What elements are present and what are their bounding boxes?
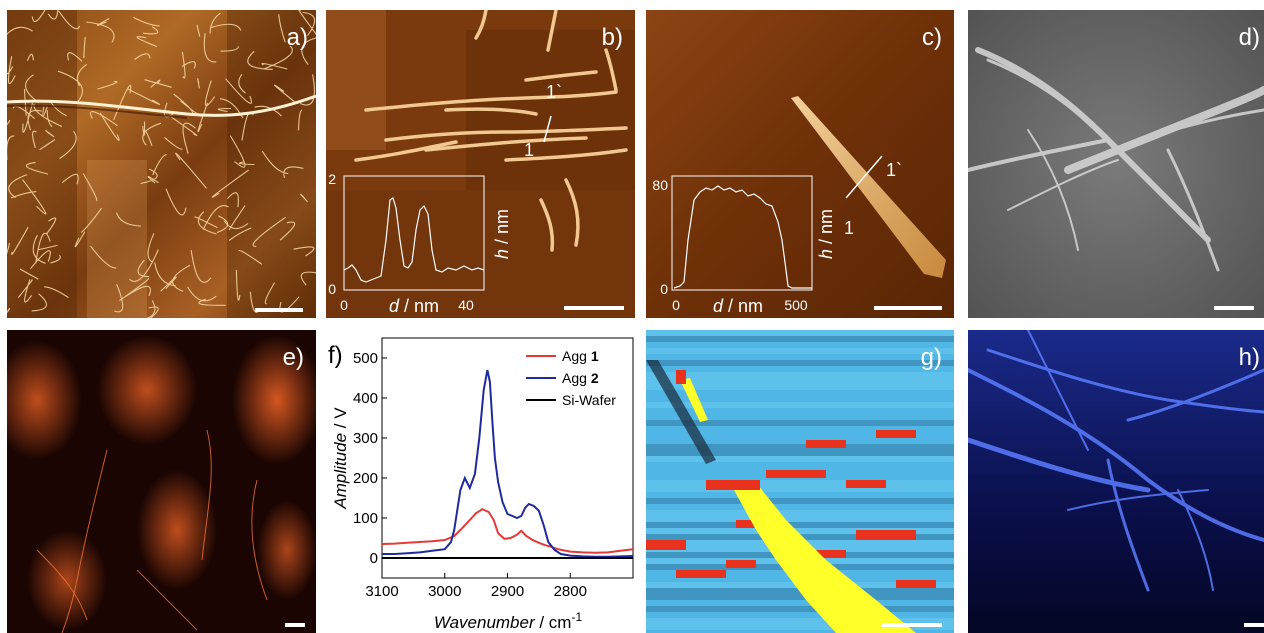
inset-xlabel: d / nm — [389, 296, 439, 316]
inset-ytick: 80 — [652, 177, 668, 193]
afm-fibers-image — [326, 10, 635, 318]
amplitude-spectrum-chart: 0 100 200 300 400 500 3100 3000 2900 2800 Agg 1 A… — [331, 337, 634, 632]
panel-b-label: b) — [601, 24, 623, 51]
panel-c-label: c) — [922, 24, 942, 51]
scale-bar — [1214, 306, 1254, 310]
profile-line — [673, 185, 812, 289]
panel-f-chart: 0 100 200 300 400 500 3100 3000 2900 2800 Agg 1 A… — [326, 330, 635, 633]
inset-ylabel: h / nm — [816, 209, 836, 259]
legend-label: Agg 1 — [562, 348, 599, 364]
inset-xlabel: d / nm — [713, 296, 763, 316]
y-tick-label: 0 — [370, 550, 378, 567]
scale-bar — [874, 306, 942, 310]
scale-bar — [882, 623, 942, 627]
x-tick-label: 2800 — [554, 583, 587, 600]
blue-fluorescence-image — [968, 330, 1264, 633]
marker-1-prime: 1` — [546, 82, 563, 102]
panel-d-label: d) — [1238, 24, 1260, 51]
x-tick-label: 2900 — [491, 583, 524, 600]
spectral-map-image — [646, 330, 954, 633]
panel-g-label: g) — [920, 344, 942, 371]
y-tick-label: 300 — [353, 430, 378, 447]
profile-line — [343, 197, 485, 283]
series-line — [382, 369, 634, 558]
scale-bar — [255, 308, 303, 312]
panel-h-fluorescence-image: h) — [968, 330, 1264, 633]
scale-bar — [1244, 623, 1264, 627]
panel-b-afm-image: b) 1` 1 2 0 0 40 d / nm h / nm — [326, 10, 635, 318]
height-profile-inset: 2 0 0 40 d / nm h / nm — [328, 171, 512, 316]
inset-xtick: 0 — [672, 297, 680, 313]
legend-label: Agg 2 — [562, 370, 599, 386]
y-tick-label: 500 — [353, 350, 378, 367]
panel-e-label: e) — [282, 344, 304, 371]
sem-fibers-image — [968, 10, 1264, 318]
inset-ytick: 0 — [328, 281, 336, 297]
inset-xtick: 500 — [784, 297, 808, 313]
panel-e-fluorescence-image: e) — [7, 330, 316, 633]
inset-ytick: 2 — [328, 171, 336, 187]
y-axis-label: Amplitude / V — [331, 407, 350, 510]
ribbon-fiber — [791, 96, 946, 278]
inset-ylabel: h / nm — [492, 209, 512, 259]
x-tick-label: 3100 — [365, 583, 398, 600]
panel-f-label: f) — [328, 342, 343, 369]
afm-overview-image — [7, 10, 316, 318]
panel-a-label: a) — [286, 24, 308, 51]
inset-xtick: 0 — [340, 297, 348, 313]
panel-d-sem-image: d) — [968, 10, 1264, 318]
x-tick-label: 3000 — [428, 583, 461, 600]
fiber-signal — [734, 485, 916, 633]
marker-1: 1 — [844, 218, 855, 238]
y-tick-label: 100 — [353, 510, 378, 527]
panel-h-label: h) — [1238, 344, 1260, 371]
scale-bar — [285, 623, 305, 627]
x-axis-label: Wavenumber / cm-1 — [434, 610, 583, 632]
marker-1: 1 — [524, 140, 535, 160]
series-line — [381, 508, 634, 554]
y-tick-label: 400 — [353, 390, 378, 407]
inset-ytick: 0 — [660, 281, 668, 297]
y-tick-label: 200 — [353, 470, 378, 487]
legend-label: Si-Wafer — [562, 392, 616, 408]
panel-a-afm-image: a) — [7, 10, 316, 318]
scale-bar — [564, 306, 624, 310]
marker-1-prime: 1` — [886, 160, 903, 180]
afm-ribbon-image — [646, 10, 954, 318]
panel-c-afm-image: c) 1` 1 80 0 0 500 d / nm h / nm — [646, 10, 954, 318]
inset-xtick: 40 — [458, 297, 474, 313]
red-fluorescence-image — [7, 330, 316, 633]
panel-g-map-image: g) — [646, 330, 954, 633]
height-profile-inset: 80 0 0 500 d / nm h / nm — [652, 175, 836, 316]
